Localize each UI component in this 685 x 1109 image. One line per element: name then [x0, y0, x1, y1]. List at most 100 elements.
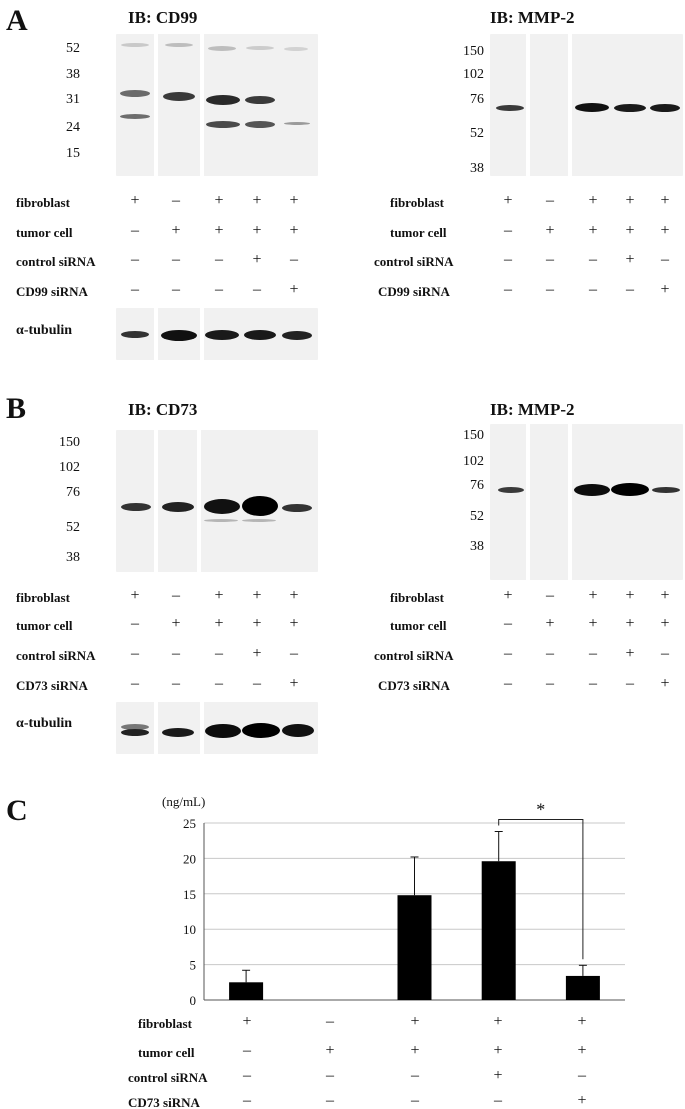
- lane-sign: +: [660, 222, 670, 239]
- lane-sign: –: [626, 675, 634, 692]
- lane-sign: +: [588, 615, 598, 632]
- row-label-cd99-sirna: CD99 siRNA: [378, 284, 450, 299]
- lane-sign: +: [545, 222, 555, 239]
- lane-sign: –: [578, 1067, 586, 1084]
- lane-sign: +: [410, 1013, 420, 1030]
- lane-sign: –: [504, 251, 512, 268]
- row-label-control-sirna: control siRNA: [374, 254, 454, 269]
- lane-sign: +: [289, 281, 299, 298]
- lane-sign: +: [252, 615, 262, 632]
- row-label-cd73-sirna: CD73 siRNA: [16, 678, 88, 693]
- lane-sign: +: [493, 1042, 503, 1059]
- mw-marker: 102: [463, 67, 484, 82]
- lane-sign: +: [660, 615, 670, 632]
- lane-sign: –: [131, 251, 139, 268]
- lane-sign: –: [131, 675, 139, 692]
- lane-sign: –: [131, 222, 139, 239]
- lane-sign: –: [290, 645, 298, 662]
- lane-sign: +: [577, 1042, 587, 1059]
- y-tick-label: 0: [190, 993, 197, 1008]
- row-label-fibroblast: fibroblast: [390, 590, 444, 605]
- lane-sign: –: [172, 587, 180, 604]
- lane-sign: –: [411, 1067, 419, 1084]
- mw-marker: 38: [66, 67, 80, 82]
- bar: [565, 975, 600, 1000]
- lane-sign: +: [214, 587, 224, 604]
- mw-marker: 15: [66, 146, 80, 161]
- lane-sign: –: [546, 587, 554, 604]
- mw-marker: 52: [66, 41, 80, 56]
- lane-sign: +: [171, 615, 181, 632]
- lane-sign: +: [625, 645, 635, 662]
- y-tick-label: 15: [183, 887, 196, 902]
- lane-sign: +: [625, 222, 635, 239]
- lane-sign: –: [546, 675, 554, 692]
- mmp2-blot-b: [490, 424, 683, 580]
- lane-sign: –: [215, 281, 223, 298]
- mw-marker: 52: [470, 509, 484, 524]
- lane-sign: +: [660, 587, 670, 604]
- mmp2-blot-a: [490, 34, 683, 176]
- lane-sign: +: [289, 222, 299, 239]
- lane-sign: –: [589, 251, 597, 268]
- lane-sign: –: [504, 645, 512, 662]
- lane-sign: +: [252, 192, 262, 209]
- lane-sign: +: [289, 587, 299, 604]
- lane-sign: –: [326, 1092, 334, 1109]
- row-label-control-sirna: control siRNA: [374, 648, 454, 663]
- row-label-tumor-cell: tumor cell: [16, 618, 73, 633]
- lane-sign: +: [252, 222, 262, 239]
- lane-sign: +: [625, 192, 635, 209]
- lane-sign: +: [588, 222, 598, 239]
- lane-sign: +: [503, 192, 513, 209]
- row-label-control-sirna: control siRNA: [128, 1070, 208, 1085]
- significance-bracket: [498, 818, 584, 960]
- mw-marker: 76: [470, 92, 484, 107]
- lane-sign: +: [214, 615, 224, 632]
- lane-sign: +: [625, 251, 635, 268]
- panel-b-right-title: IB: MMP-2: [490, 400, 575, 419]
- loading-control-label: α-tubulin: [16, 323, 73, 338]
- lane-sign: +: [214, 192, 224, 209]
- lane-sign: –: [589, 281, 597, 298]
- lane-sign: –: [411, 1092, 419, 1109]
- lane-sign: +: [252, 645, 262, 662]
- lane-sign: +: [130, 192, 140, 209]
- lane-sign: –: [661, 645, 669, 662]
- mw-marker: 24: [66, 120, 80, 135]
- row-label-cd73-sirna: CD73 siRNA: [128, 1095, 200, 1109]
- mw-marker: 76: [470, 478, 484, 493]
- lane-sign: –: [253, 281, 261, 298]
- mw-marker: 150: [59, 435, 80, 450]
- row-label-cd99-sirna: CD99 siRNA: [16, 284, 88, 299]
- lane-sign: +: [577, 1013, 587, 1030]
- lane-sign: –: [326, 1013, 334, 1030]
- y-tick-label: 25: [183, 816, 196, 831]
- panel-c-letter: C: [6, 794, 28, 827]
- tubulin-blot: [116, 308, 318, 360]
- lane-sign: +: [588, 587, 598, 604]
- lane-sign: +: [660, 675, 670, 692]
- lane-sign: –: [215, 645, 223, 662]
- loading-control-label: α-tubulin: [16, 716, 73, 731]
- lane-sign: +: [171, 222, 181, 239]
- lane-sign: +: [289, 615, 299, 632]
- bar: [229, 982, 264, 1000]
- y-tick-label: 10: [183, 922, 196, 937]
- lane-sign: –: [546, 281, 554, 298]
- row-label-fibroblast: fibroblast: [16, 195, 70, 210]
- row-label-control-sirna: control siRNA: [16, 254, 96, 269]
- mw-marker: 31: [66, 92, 80, 107]
- bar: [397, 895, 432, 1000]
- y-tick-label: 5: [190, 958, 197, 973]
- lane-sign: –: [172, 251, 180, 268]
- mw-marker: 150: [463, 44, 484, 59]
- row-label-fibroblast: fibroblast: [16, 590, 70, 605]
- panel-b-letter: B: [6, 392, 27, 425]
- lane-sign: +: [325, 1042, 335, 1059]
- lane-sign: –: [290, 251, 298, 268]
- cd99-blot: [116, 34, 318, 176]
- lane-sign: +: [660, 192, 670, 209]
- lane-sign: –: [504, 281, 512, 298]
